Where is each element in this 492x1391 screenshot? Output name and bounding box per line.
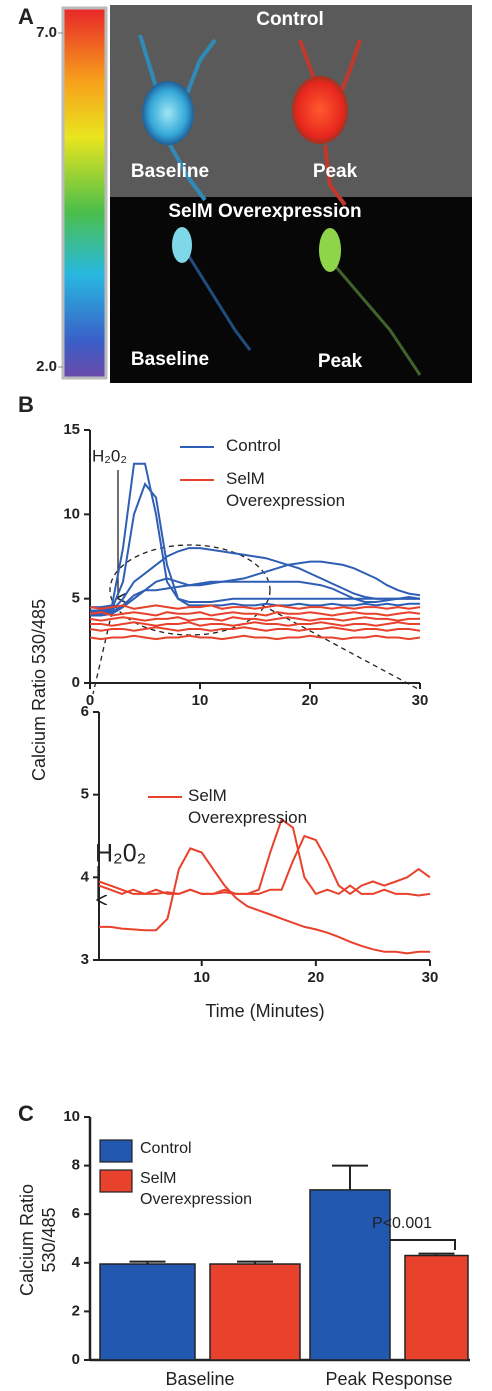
y-tick-label: 6 [72, 1205, 80, 1222]
trace-line [90, 462, 420, 609]
y-tick-label: 6 [81, 703, 89, 720]
x-tick-label: 0 [86, 692, 94, 709]
image-label: Baseline [131, 349, 209, 370]
x-tick-label: 10 [193, 969, 210, 986]
y-tick-label: 4 [72, 1254, 81, 1271]
y-tick-label: 5 [81, 786, 89, 803]
legend-label-box: SelM Overexpression [188, 786, 308, 828]
trace-line [90, 547, 420, 614]
x-tick-label: 20 [308, 969, 325, 986]
legend-label-box: SelM Overexpression [226, 469, 346, 511]
trace-line [98, 817, 431, 897]
y-tick-label: 15 [63, 421, 80, 438]
trace-line [99, 847, 430, 955]
legend-swatch [99, 1139, 133, 1163]
y-tick-label: 0 [72, 674, 80, 691]
x-axis-label: Time (Minutes) [205, 1001, 324, 1021]
y-axis-label: Calcium Ratio [17, 1184, 37, 1296]
panel-letter: C [18, 1101, 34, 1126]
trace-line [89, 604, 421, 610]
annotation: P<0.001 [372, 1215, 432, 1232]
legend-label: Control [226, 436, 281, 455]
legend-label-box: SelM Overexpression [140, 1170, 253, 1208]
legend-swatch [99, 1169, 133, 1193]
y-tick-label: 8 [72, 1157, 80, 1174]
bar [99, 1263, 196, 1361]
trace-line [98, 834, 431, 896]
trace-line [89, 634, 421, 641]
x-tick-label: Peak Response [325, 1369, 452, 1389]
annotation-shapes [92, 470, 456, 1250]
bar [209, 1263, 301, 1361]
bar [404, 1254, 469, 1361]
image-label: Control [256, 9, 324, 30]
error-bar [332, 1164, 368, 1190]
y-tick-label: 2 [72, 1302, 80, 1319]
legend-label-box: Control [140, 1140, 192, 1157]
trace-line [89, 611, 421, 617]
trace-line [90, 580, 421, 615]
image-label: SelM Overexpression [168, 201, 361, 222]
image-label: Baseline [131, 161, 209, 182]
x-tick-label: 30 [422, 969, 439, 986]
x-tick-label: 10 [192, 692, 209, 709]
x-tick-label: Baseline [165, 1369, 234, 1389]
legend-label: SelM Overexpression [226, 469, 346, 511]
y-tick-label: 5 [72, 590, 80, 607]
legend-label: SelM Overexpression [140, 1170, 253, 1208]
trace-line [90, 621, 420, 627]
colorbar-tick-label: 7.0 [36, 24, 57, 41]
trace-line [89, 616, 420, 622]
y-axis-label: 530/485 [39, 1207, 59, 1272]
legend-label: Control [140, 1140, 192, 1157]
image-label: Peak [313, 161, 358, 182]
y-tick-label: 3 [81, 951, 89, 968]
trace-line [89, 626, 421, 632]
micrograph [61, 5, 472, 383]
y-tick-label: 4 [81, 868, 90, 885]
colorbar [61, 6, 108, 380]
annotation: H₂0₂ [95, 840, 146, 868]
legend-label: SelM Overexpression [188, 786, 308, 828]
y-tick-label: 10 [63, 505, 80, 522]
bar [309, 1189, 391, 1361]
x-tick-label: 20 [302, 692, 319, 709]
x-tick-label: 30 [412, 692, 429, 709]
legend-label-box: Control [226, 436, 281, 455]
annotation: H₂0₂ [92, 446, 127, 465]
y-tick-label: 10 [63, 1108, 80, 1125]
trace-line [90, 482, 420, 612]
y-tick-label: 0 [72, 1351, 80, 1368]
colorbar-tick-label: 2.0 [36, 358, 57, 375]
panel-letter: B [18, 392, 34, 417]
y-axis-label: Calcium Ratio 530/485 [29, 599, 49, 781]
image-label: Peak [318, 351, 363, 372]
panel-letter: A [18, 4, 34, 29]
